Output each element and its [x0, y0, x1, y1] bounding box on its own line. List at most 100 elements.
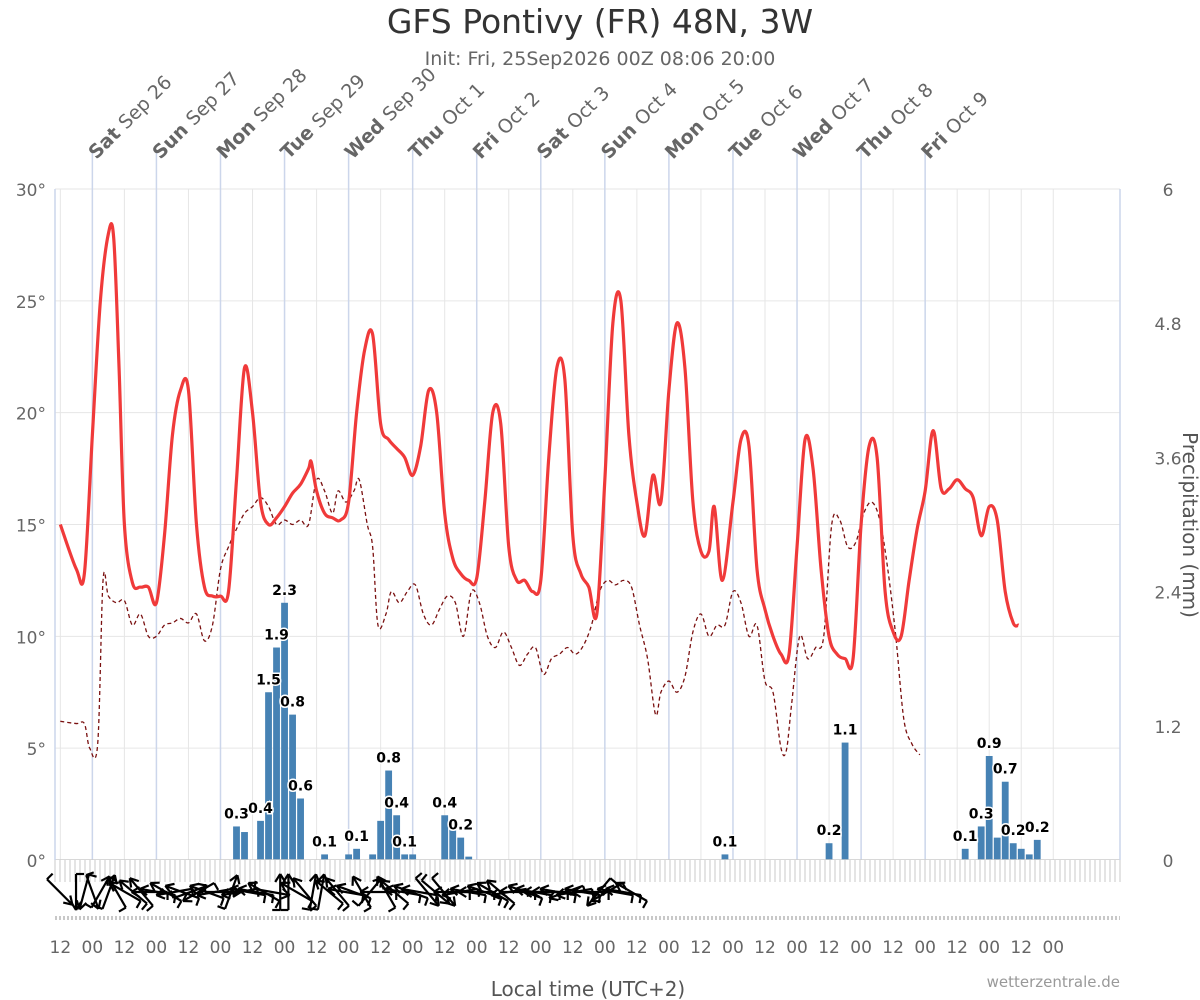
- precipitation-data-labels: 0.3 0.41.51.92.30.80.60.1 0.10.80.40.10.40…: [223, 581, 1052, 852]
- y-left-tick-label: 15°: [16, 517, 46, 537]
- wind-barb-head: [539, 884, 550, 897]
- x-tick-label: 12: [306, 938, 328, 958]
- wind-barb-flag: [141, 902, 148, 911]
- wind-barb: [181, 882, 220, 903]
- precipitation-bar: [441, 815, 449, 860]
- precipitation-data-label: 0.8: [376, 751, 401, 767]
- x-tick-label: 00: [722, 938, 744, 958]
- wind-barb-shaft: [380, 879, 410, 905]
- x-axis-title: Local time (UTC+2): [491, 977, 685, 1000]
- wind-barb-shaft: [586, 877, 612, 907]
- precipitation-bar: [409, 854, 417, 860]
- precipitation-bar: [977, 826, 985, 860]
- x-tick-label: 12: [946, 938, 968, 958]
- x-tick-label: 00: [82, 938, 104, 958]
- day-label-date: Oct 9: [941, 88, 993, 140]
- wind-barb-flag: [262, 894, 267, 904]
- precipitation-bar: [385, 770, 393, 860]
- wind-barb-head: [449, 884, 460, 897]
- wind-barb: [229, 884, 267, 904]
- y-left-tick-label: 5°: [27, 740, 46, 760]
- wind-barb-head: [181, 892, 193, 903]
- wind-barb-head: [445, 896, 457, 907]
- y-left-tick-label: 25°: [16, 293, 46, 313]
- wind-barb-head: [379, 879, 391, 890]
- wind-barb-shaft: [308, 874, 318, 910]
- precipitation-bar: [273, 647, 280, 860]
- precipitation-data-label: 0.1: [392, 834, 417, 850]
- wind-barb-shaft: [314, 879, 344, 905]
- wind-barb-flag: [497, 897, 503, 907]
- wind-barb-shaft: [108, 882, 142, 902]
- wind-barb-flag: [85, 871, 95, 877]
- wind-barb: [314, 879, 344, 911]
- wind-barb-head: [466, 882, 477, 894]
- wind-barb-head: [490, 887, 501, 900]
- chart-title: GFS Pontivy (FR) 48N, 3W: [386, 2, 814, 41]
- chart-subtitle: Init: Fri, 25Sep2026 00Z 08:06 20:00: [424, 48, 776, 70]
- precipitation-bar: [457, 837, 465, 860]
- wind-barb-flag: [176, 900, 183, 909]
- x-tick-label: 12: [498, 938, 520, 958]
- wind-barb-head: [128, 877, 140, 888]
- wind-barb-flag: [414, 872, 423, 880]
- precipitation-bar: [401, 854, 409, 860]
- wind-barb-flag: [301, 907, 310, 911]
- wind-barb: [586, 877, 618, 907]
- y-left-tick-label: 30°: [16, 181, 46, 201]
- precipitation-bar: [297, 798, 304, 860]
- wind-barb-shaft: [156, 887, 192, 897]
- wind-barb-flag: [609, 877, 618, 885]
- wind-barb-head: [106, 875, 117, 886]
- wind-barb-head: [555, 887, 566, 900]
- precipitation-data-label: 1.1: [833, 723, 858, 739]
- wind-barb-flag: [424, 897, 429, 907]
- x-tick-label: 12: [114, 938, 136, 958]
- x-tick-label: 12: [242, 938, 264, 958]
- x-tick-label: 12: [626, 938, 648, 958]
- precipitation-data-label: 0.1: [312, 834, 337, 850]
- precipitation-bar: [289, 714, 296, 860]
- wind-barb-head: [280, 881, 291, 892]
- precipitation-data-label: 2.3: [272, 583, 297, 599]
- x-tick-label: 00: [530, 938, 552, 958]
- wind-barb-head: [476, 881, 487, 892]
- precipitation-data-label: 0.1: [953, 829, 978, 845]
- wind-barb-flag: [169, 890, 175, 899]
- x-tick-label: 00: [466, 938, 488, 958]
- day-label-date: Sep 26: [114, 71, 176, 133]
- wind-barb-head: [155, 887, 166, 900]
- precipitation-data-label: 0.4: [384, 795, 409, 811]
- y-left-tick-label: 10°: [16, 628, 46, 648]
- x-tick-label: 00: [914, 938, 936, 958]
- dewpoint-line: [60, 477, 921, 759]
- wind-barb-flag: [387, 906, 396, 913]
- wind-barb-shaft: [476, 882, 509, 902]
- precipitation-bar: [377, 820, 385, 860]
- wind-barb-flag: [46, 872, 54, 881]
- precipitation-bar: [265, 692, 272, 860]
- y-right-tick-label: 6: [1163, 181, 1174, 201]
- wind-barb-head: [229, 884, 239, 897]
- x-tick-label: 00: [850, 938, 872, 958]
- wind-barb-flag: [146, 904, 154, 912]
- x-tick-label: 12: [370, 938, 392, 958]
- wind-barb-shaft: [393, 884, 429, 900]
- temperature-line: [58, 222, 1020, 671]
- wind-barb-flag: [274, 900, 281, 909]
- wind-barb-flag: [94, 905, 103, 910]
- wind-barb-head: [531, 886, 541, 898]
- wind-barb-flag: [118, 906, 127, 913]
- wind-barb: [292, 877, 318, 912]
- wind-barb: [596, 884, 634, 904]
- wind-barb-flag: [508, 902, 516, 911]
- x-tick-label: 00: [1042, 938, 1064, 958]
- precipitation-data-label: 1.5: [256, 672, 281, 688]
- wind-barb-head: [220, 887, 231, 900]
- day-label-date: Sep 30: [378, 64, 440, 126]
- x-tick-label: 00: [210, 938, 232, 958]
- x-tick-label: 00: [146, 938, 168, 958]
- wind-barb-head: [335, 882, 347, 894]
